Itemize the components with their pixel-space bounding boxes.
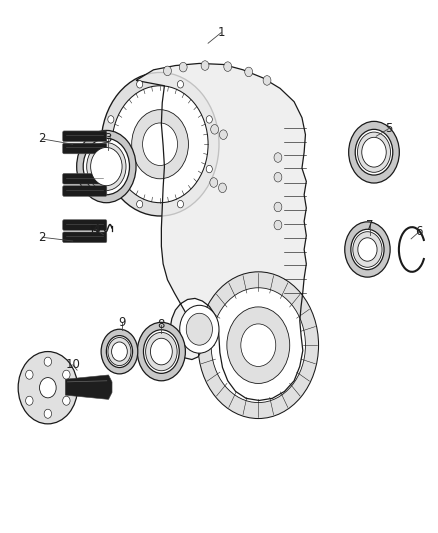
Circle shape: [206, 116, 212, 123]
Circle shape: [63, 396, 70, 405]
Text: 10: 10: [65, 358, 80, 372]
Circle shape: [179, 62, 187, 72]
Circle shape: [219, 130, 227, 140]
Circle shape: [180, 305, 219, 353]
Circle shape: [101, 72, 219, 216]
Circle shape: [26, 370, 33, 379]
Circle shape: [108, 165, 114, 173]
Text: 9: 9: [118, 316, 126, 329]
Circle shape: [44, 409, 52, 418]
Circle shape: [227, 307, 290, 383]
Text: 1: 1: [217, 26, 225, 39]
Text: 2: 2: [39, 231, 46, 244]
Text: 2: 2: [39, 132, 46, 146]
FancyBboxPatch shape: [63, 131, 107, 142]
Circle shape: [137, 80, 143, 88]
Text: 7: 7: [366, 219, 373, 231]
Circle shape: [143, 123, 177, 165]
Circle shape: [77, 131, 136, 203]
Circle shape: [108, 337, 131, 366]
Text: 5: 5: [385, 122, 393, 135]
Circle shape: [224, 62, 232, 71]
Circle shape: [274, 172, 282, 182]
Circle shape: [274, 220, 282, 230]
Text: 6: 6: [415, 225, 423, 238]
Circle shape: [274, 202, 282, 212]
Circle shape: [177, 80, 184, 88]
Circle shape: [44, 357, 52, 366]
Circle shape: [108, 116, 114, 123]
Circle shape: [245, 67, 253, 77]
Circle shape: [87, 143, 126, 190]
Circle shape: [106, 336, 133, 368]
Circle shape: [210, 177, 218, 187]
Circle shape: [362, 138, 386, 167]
Circle shape: [211, 125, 219, 134]
Circle shape: [91, 148, 122, 185]
FancyBboxPatch shape: [63, 173, 107, 184]
Circle shape: [201, 61, 209, 70]
Circle shape: [355, 130, 393, 175]
Circle shape: [101, 329, 138, 374]
Polygon shape: [136, 63, 306, 400]
Circle shape: [358, 238, 377, 261]
Circle shape: [186, 313, 212, 345]
Circle shape: [241, 324, 276, 367]
Circle shape: [150, 338, 172, 365]
Circle shape: [137, 200, 143, 208]
FancyBboxPatch shape: [63, 220, 107, 230]
Circle shape: [198, 272, 318, 418]
Circle shape: [112, 86, 208, 203]
Circle shape: [83, 139, 130, 195]
FancyBboxPatch shape: [63, 185, 107, 196]
Circle shape: [138, 322, 185, 381]
FancyBboxPatch shape: [63, 232, 107, 243]
Circle shape: [345, 222, 390, 277]
Circle shape: [26, 396, 33, 405]
Circle shape: [206, 165, 212, 173]
Circle shape: [351, 229, 384, 270]
Circle shape: [211, 288, 305, 402]
Circle shape: [39, 377, 56, 398]
Text: 8: 8: [158, 319, 165, 332]
Circle shape: [349, 122, 399, 183]
Circle shape: [163, 66, 171, 76]
Circle shape: [353, 232, 382, 267]
Circle shape: [274, 153, 282, 163]
Circle shape: [177, 200, 184, 208]
Text: 3: 3: [104, 132, 111, 146]
Circle shape: [357, 132, 391, 172]
Text: 4: 4: [92, 223, 99, 236]
Circle shape: [18, 352, 78, 424]
Circle shape: [112, 342, 127, 361]
Polygon shape: [65, 375, 112, 399]
Circle shape: [219, 183, 226, 192]
Circle shape: [132, 110, 188, 179]
Circle shape: [63, 370, 70, 379]
FancyBboxPatch shape: [63, 143, 107, 154]
Circle shape: [145, 333, 177, 371]
Circle shape: [144, 330, 179, 373]
Circle shape: [263, 76, 271, 85]
